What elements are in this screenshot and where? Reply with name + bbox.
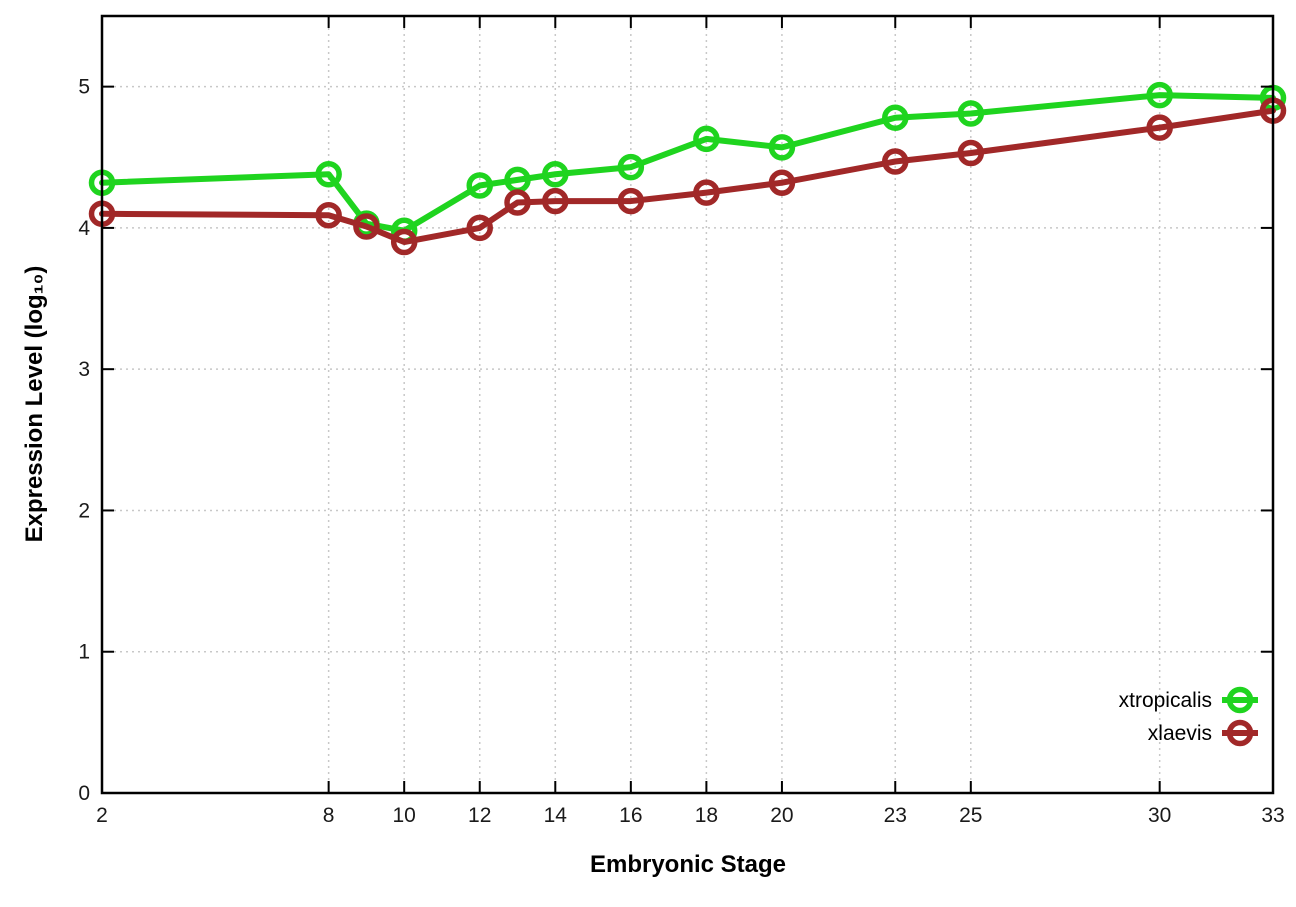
data-point-xtropicalis	[882, 104, 909, 131]
data-point-xlaevis	[504, 189, 531, 216]
y-axis-title: Expression Level (log₁₀)	[21, 266, 48, 543]
data-point-xtropicalis	[315, 160, 342, 188]
y-tick-label: 5	[78, 76, 90, 99]
data-point-xlaevis	[617, 187, 645, 215]
tick-marks	[101, 16, 1274, 794]
data-point-xtropicalis	[1146, 81, 1173, 109]
x-tick-label: 10	[393, 804, 416, 827]
y-tick-label: 1	[78, 641, 90, 664]
y-tick-label: 0	[78, 782, 90, 805]
y-tick-label: 3	[78, 358, 90, 381]
x-tick-label: 18	[695, 804, 718, 827]
x-tick-label: 2	[96, 804, 108, 827]
x-tick-label: 14	[544, 804, 568, 827]
x-tick-label: 8	[323, 804, 335, 827]
data-point-xlaevis	[957, 139, 985, 167]
x-tick-label: 16	[619, 804, 642, 827]
x-tick-label: 23	[884, 804, 907, 827]
x-tick-label: 12	[468, 804, 491, 827]
data-point-xlaevis	[768, 169, 796, 196]
x-tick-label: 25	[959, 804, 982, 827]
data-point-xtropicalis	[617, 153, 645, 181]
data-point-xtropicalis	[768, 134, 796, 161]
data-point-xlaevis	[315, 201, 342, 229]
legend-label-xlaevis: xlaevis	[1148, 722, 1212, 745]
data-point-xtropicalis	[466, 172, 493, 199]
gridlines	[101, 16, 1274, 794]
legend-marker	[1226, 686, 1254, 714]
data-point-xlaevis	[353, 213, 380, 240]
data-point-xlaevis	[466, 214, 493, 242]
y-tick-label: 2	[78, 499, 90, 522]
legend-item-xlaevis: xlaevis	[1148, 719, 1258, 747]
data-point-xtropicalis	[957, 100, 985, 127]
series-line-xtropicalis	[99, 92, 1276, 234]
legend-label-xtropicalis: xtropicalis	[1119, 689, 1212, 712]
data-point-xlaevis	[1146, 114, 1173, 141]
y-tick-label: 4	[78, 217, 90, 240]
data-point-xtropicalis	[693, 125, 720, 153]
x-tick-label: 33	[1261, 804, 1284, 827]
plot-border	[100, 14, 1275, 795]
data-point-xtropicalis	[542, 160, 569, 188]
legend: xtropicalis xlaevis	[1119, 686, 1258, 747]
x-axis-title: Embryonic Stage	[590, 851, 786, 878]
data-point-xlaevis	[693, 179, 720, 206]
legend-marker	[1226, 719, 1254, 747]
x-tick-label: 30	[1148, 804, 1171, 827]
data-point-xlaevis	[882, 148, 909, 175]
data-point-xlaevis	[390, 228, 418, 256]
data-point-xlaevis	[542, 187, 569, 215]
plot-frame	[100, 14, 1275, 795]
x-tick-label: 20	[770, 804, 793, 827]
legend-item-xtropicalis: xtropicalis	[1119, 686, 1258, 714]
